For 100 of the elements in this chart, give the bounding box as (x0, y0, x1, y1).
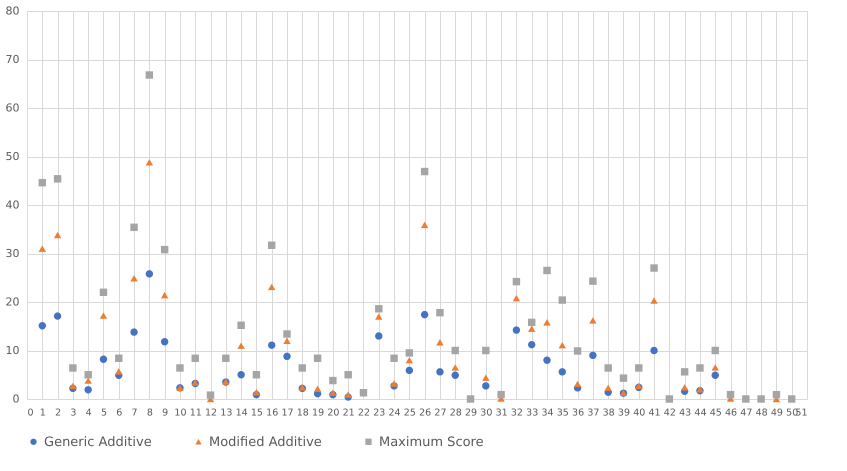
x-tick-label: 30 (480, 408, 492, 418)
point (788, 395, 796, 403)
point (38, 178, 46, 186)
point (420, 168, 428, 176)
x-tick-label: 13 (220, 408, 232, 418)
point (406, 366, 414, 374)
point (436, 368, 444, 376)
x-tick-label: 5 (100, 408, 107, 418)
y-tick-label: 10 (6, 344, 20, 357)
point (375, 313, 382, 320)
point (344, 391, 352, 398)
point (543, 319, 551, 326)
point (160, 338, 168, 346)
point (84, 371, 92, 378)
x-tick-label: 29 (464, 408, 478, 418)
point (420, 222, 428, 228)
point (237, 342, 245, 349)
point (512, 278, 520, 286)
point (482, 346, 490, 354)
x-tick-label: 7 (132, 408, 138, 418)
x-tick-label: 14 (236, 408, 248, 418)
point (329, 389, 337, 396)
point (344, 371, 352, 378)
point (268, 341, 276, 349)
x-tick-label: 11 (190, 408, 202, 418)
x-tick-label: 28 (450, 408, 462, 418)
point (115, 354, 122, 362)
point (574, 347, 582, 355)
point (100, 312, 108, 319)
x-tick-label: 22 (358, 408, 370, 418)
x-tick-label: 47 (740, 408, 752, 418)
legend-label: Maximum Score (379, 434, 484, 450)
x-tick-label: 36 (572, 408, 584, 418)
point (604, 384, 612, 392)
y-tick-label: 20 (6, 296, 20, 308)
point (375, 305, 382, 312)
point (160, 246, 168, 254)
x-tick-label: 34 (541, 408, 554, 418)
x-tick-label: 40 (633, 408, 646, 418)
x-tick-label: 21 (342, 408, 355, 418)
x-tick-label: 16 (266, 408, 278, 418)
x-tick-label: 48 (756, 408, 768, 418)
point (650, 264, 658, 272)
point (482, 382, 490, 390)
x-tick-label: 33 (526, 408, 538, 418)
x-tick-label: 12 (204, 408, 218, 418)
point (268, 242, 276, 249)
point (252, 371, 260, 378)
x-tick-label: 3 (70, 408, 76, 418)
x-tick-label: 24 (388, 408, 401, 418)
point (146, 71, 154, 79)
point (680, 368, 688, 376)
y-tick-label: 60 (6, 102, 20, 114)
point (237, 322, 245, 329)
point (130, 328, 138, 336)
point (620, 374, 628, 382)
x-tick-label: 2 (55, 408, 62, 418)
point (84, 386, 92, 394)
point (712, 346, 719, 354)
x-tick-label: 41 (648, 408, 661, 418)
point (650, 297, 658, 304)
point (100, 288, 108, 296)
point (635, 364, 642, 372)
point (528, 318, 536, 326)
x-tick-label: 27 (434, 408, 446, 418)
y-tick-label: 40 (6, 198, 20, 212)
point (100, 356, 108, 363)
point (54, 175, 62, 183)
x-tick-label: 26 (419, 408, 432, 418)
point (390, 354, 398, 362)
point (406, 349, 414, 357)
legend-label: Generic Additive (44, 434, 152, 450)
point (528, 325, 536, 332)
x-tick-label: 0 (28, 408, 34, 418)
point (558, 342, 566, 348)
y-tick-label: 30 (6, 247, 20, 260)
x-tick-label: 15 (250, 408, 263, 418)
x-tick-label: 49 (770, 408, 783, 418)
y-tick-label: 50 (6, 150, 20, 163)
point (38, 245, 46, 252)
x-tick-label: 39 (618, 408, 630, 418)
point (222, 354, 230, 362)
point (314, 386, 322, 392)
point (558, 368, 566, 376)
point (712, 364, 719, 371)
point (130, 275, 138, 282)
x-tick-label: 20 (327, 408, 340, 418)
point (772, 390, 780, 398)
x-tick-label: 8 (146, 408, 153, 418)
x-tick-label: 1 (40, 408, 46, 418)
point (176, 364, 184, 372)
point (452, 346, 459, 354)
point (69, 364, 77, 372)
point (54, 232, 62, 238)
point (390, 380, 398, 387)
point (420, 310, 428, 318)
point (252, 389, 260, 396)
x-tick-label: 43 (679, 408, 692, 418)
legend-label: Modified Additive (209, 434, 322, 450)
x-tick-label: 44 (694, 408, 706, 418)
